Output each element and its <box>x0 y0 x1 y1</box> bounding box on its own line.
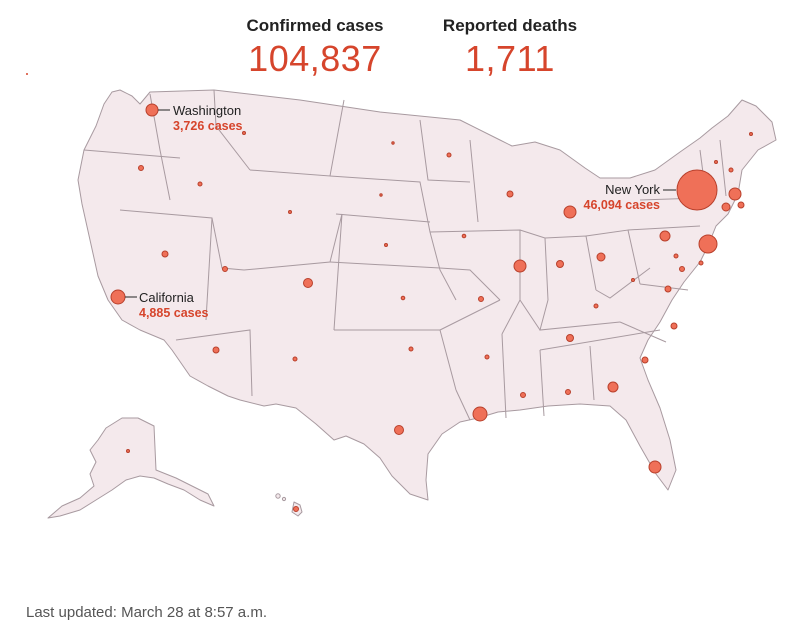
bubble-texas <box>394 425 404 435</box>
bubble-massachusetts <box>728 187 742 201</box>
california-cases: 4,885 cases <box>139 306 209 320</box>
bubble-new-hampshire <box>728 167 734 173</box>
bubble-arizona <box>212 346 220 354</box>
bubble-nebraska <box>384 243 388 247</box>
bubble-mississippi <box>520 392 526 398</box>
bubble-ohio <box>596 252 606 262</box>
bubble-rhode-island <box>737 201 745 209</box>
bubble-washington <box>145 103 159 117</box>
bubble-indiana <box>556 260 564 268</box>
state-borders <box>83 89 727 421</box>
bubble-north-carolina <box>670 322 678 330</box>
stray-dot <box>26 73 28 75</box>
washington-label: Washington <box>173 103 241 118</box>
bubble-idaho <box>197 181 203 187</box>
callout-california: California 4,885 cases <box>139 290 209 320</box>
bubble-colorado <box>303 278 313 288</box>
bubble-virginia <box>664 285 672 293</box>
bubble-maryland <box>679 266 685 272</box>
confirmed-cases-value: 104,837 <box>248 38 382 79</box>
bubble-georgia <box>607 381 619 393</box>
reported-deaths-label: Reported deaths <box>442 16 578 35</box>
bubble-florida <box>648 460 662 474</box>
bubble-wisconsin <box>506 190 514 198</box>
callout-washington: Washington 3,726 cases <box>173 103 243 133</box>
bubble-wyoming <box>288 210 292 214</box>
washington-cases: 3,726 cases <box>173 119 243 133</box>
us-bubble-map: Washington 3,726 cases California 4,885 … <box>26 73 777 519</box>
bubble-south-dakota <box>379 193 383 197</box>
bubble-west-virginia <box>631 278 635 282</box>
bubble-connecticut <box>721 202 731 212</box>
bubble-iowa <box>461 233 467 239</box>
bubble-south-carolina <box>641 356 649 364</box>
bubble-illinois <box>513 259 527 273</box>
bubble-montana <box>242 131 246 135</box>
bubble-michigan <box>563 205 577 219</box>
bubble-louisiana <box>472 406 488 422</box>
bubble-kentucky <box>593 303 599 309</box>
bubble-kansas <box>400 295 406 301</box>
confirmed-cases-label: Confirmed cases <box>246 16 384 35</box>
land <box>47 89 777 519</box>
bubble-vermont <box>714 160 718 164</box>
bubble-maine <box>749 132 753 136</box>
new-york-cases: 46,094 cases <box>584 198 661 212</box>
bubble-missouri <box>478 296 484 302</box>
reported-deaths-stat: Reported deaths 1,711 <box>425 16 595 80</box>
bubble-north-dakota <box>391 141 395 145</box>
bubble-dc <box>673 253 679 259</box>
alaska-outline <box>47 417 215 519</box>
bubble-california <box>110 289 126 305</box>
bubble-alaska <box>126 449 130 453</box>
bubble-new-mexico <box>292 356 298 362</box>
california-label: California <box>139 290 195 305</box>
bubble-pennsylvania <box>659 230 671 242</box>
hawaii-island <box>281 496 287 502</box>
bubble-utah <box>222 266 228 272</box>
bubble-new-jersey <box>698 234 718 254</box>
bubble-new-york <box>676 169 718 211</box>
bubble-hawaii <box>293 506 299 512</box>
confirmed-cases-stat: Confirmed cases 104,837 <box>230 16 400 80</box>
bubble-oregon <box>138 165 144 171</box>
bubble-oklahoma <box>408 346 414 352</box>
bubble-alabama <box>565 389 571 395</box>
case-bubbles <box>110 103 753 512</box>
bubble-tennessee <box>566 334 574 342</box>
bubble-arkansas <box>484 354 490 360</box>
bubble-nevada <box>161 250 169 258</box>
callout-lines <box>125 109 676 298</box>
hawaii-island <box>275 493 281 499</box>
contiguous-us-outline <box>77 89 777 501</box>
reported-deaths-value: 1,711 <box>465 38 555 79</box>
callout-new-york: New York 46,094 cases <box>584 182 661 212</box>
last-updated: Last updated: March 28 at 8:57 a.m. <box>26 604 267 621</box>
new-york-label: New York <box>605 182 660 197</box>
bubble-delaware <box>698 260 704 266</box>
bubble-minnesota <box>446 152 452 158</box>
